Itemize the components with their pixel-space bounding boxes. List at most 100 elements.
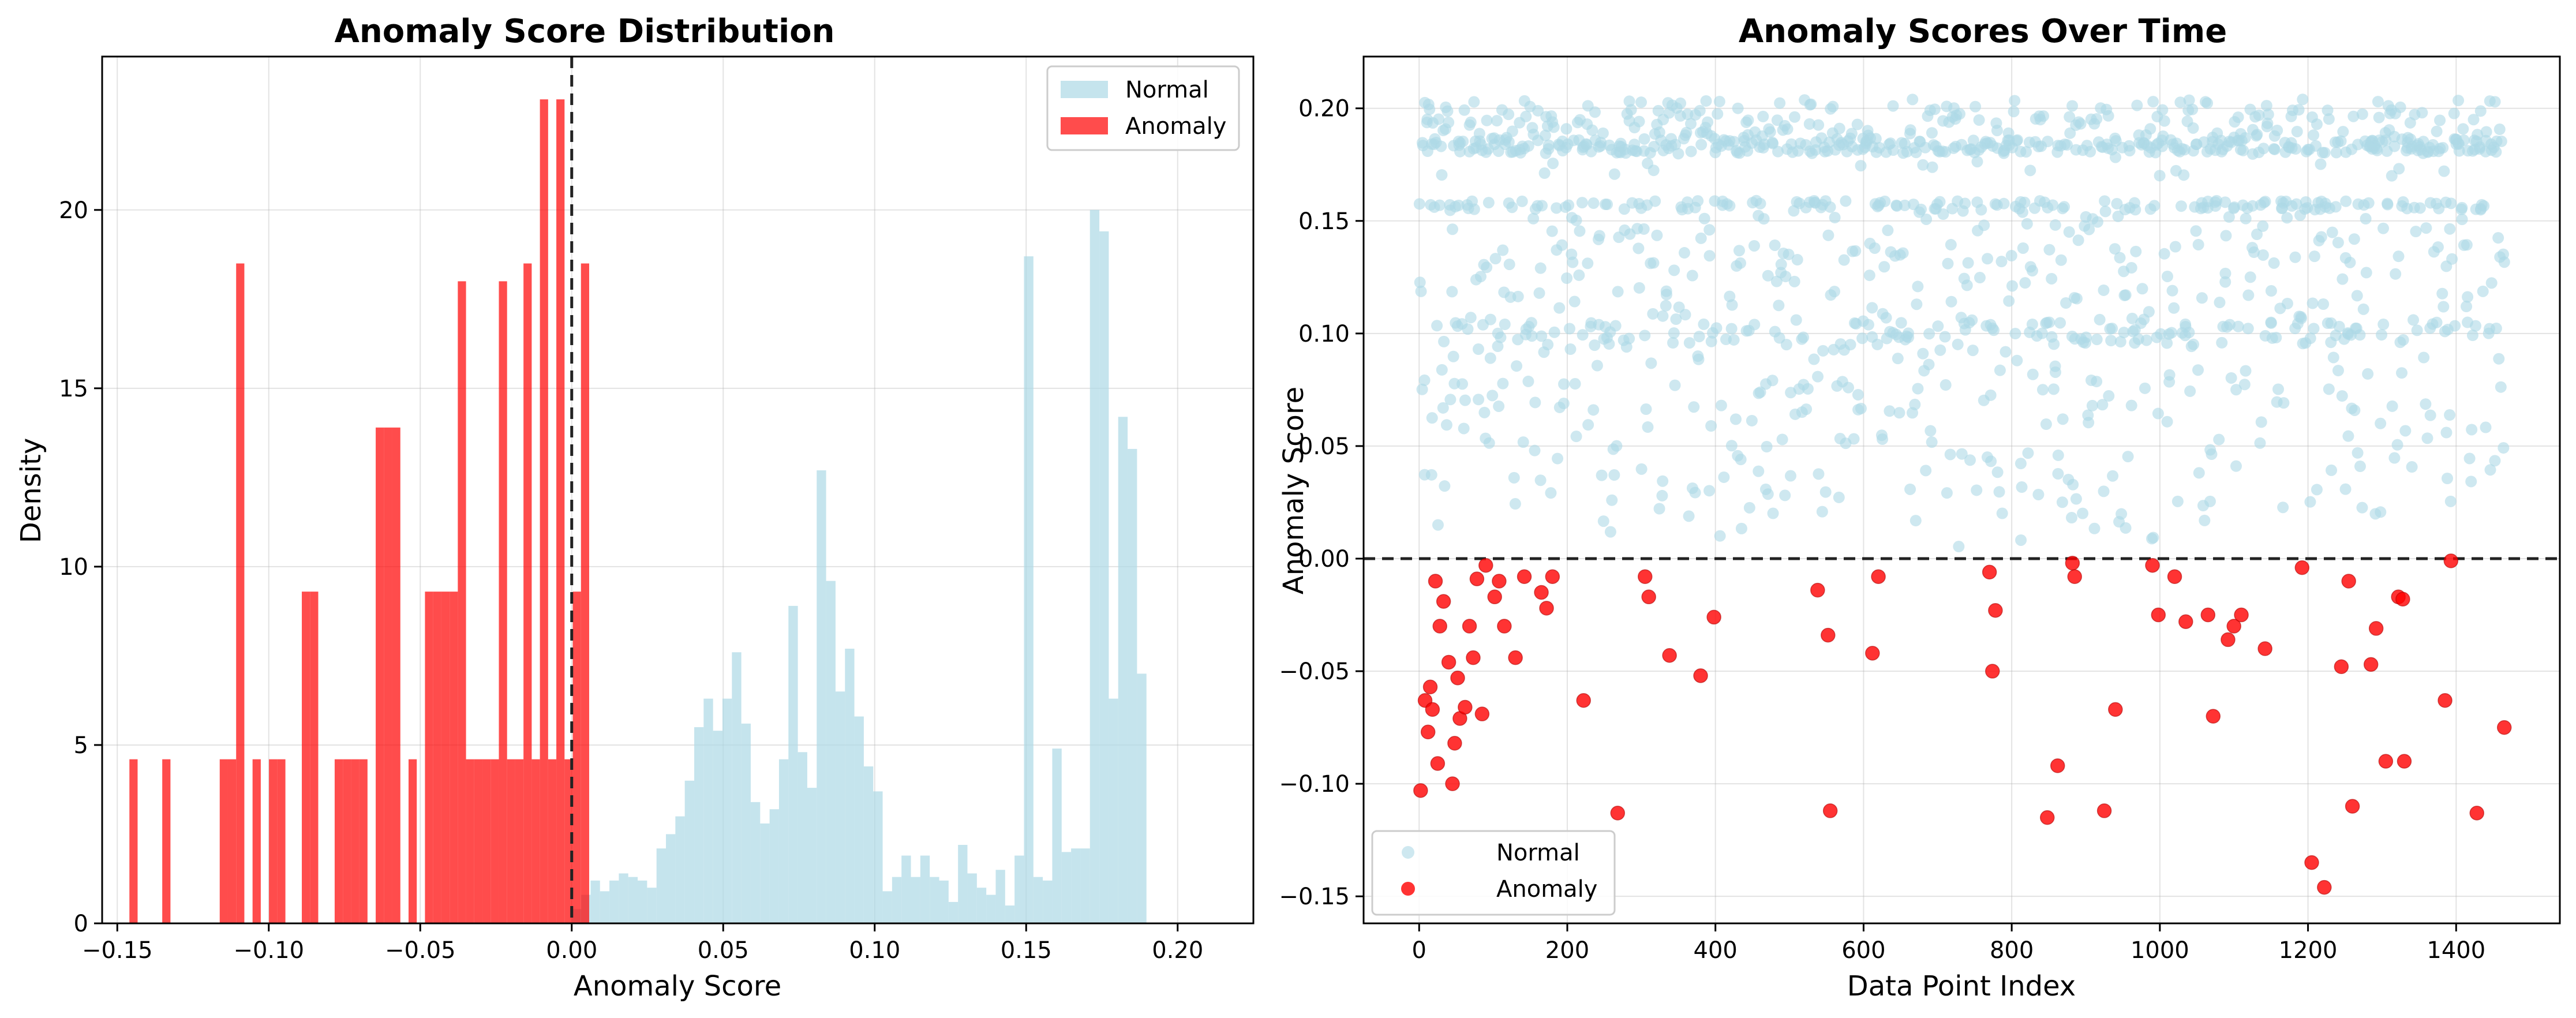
- scatter-normal-point: [1944, 448, 1956, 461]
- scatter-normal-point: [2434, 114, 2446, 126]
- scatter-normal-point: [2225, 372, 2237, 384]
- scatter-normal-point: [1849, 245, 1862, 257]
- scatter-normal-point: [2461, 301, 2473, 313]
- scatter-anomaly-point: [2257, 641, 2272, 656]
- scatter-normal-point: [2440, 426, 2453, 439]
- scatter-normal-point: [1769, 239, 1781, 251]
- scatter-anomaly-point: [2151, 607, 2166, 623]
- scatter-normal-point: [1591, 360, 1603, 372]
- scatter-normal-point: [1633, 242, 1645, 254]
- scatter-normal-point: [2148, 200, 2161, 212]
- scatter-normal-point: [2178, 144, 2191, 156]
- scatter-normal-point: [1625, 104, 1637, 116]
- scatter-normal-point: [1934, 196, 1946, 208]
- scatter-normal-point: [2186, 103, 2199, 115]
- scatter-normal-point: [1618, 203, 1630, 215]
- scatter-normal-point: [2201, 97, 2214, 109]
- scatter-anomaly-point: [1447, 736, 1462, 751]
- scatter-normal-point: [2105, 335, 2117, 347]
- scatter-normal-point: [2339, 483, 2352, 495]
- scatter-normal-point: [1542, 143, 1555, 155]
- scatter-anomaly-point: [2496, 720, 2512, 735]
- histogram-y-axis-label: Density: [15, 438, 47, 543]
- histogram-anomaly-bar: [269, 759, 278, 923]
- scatter-normal-point: [2326, 226, 2338, 238]
- scatter-normal-point: [1819, 486, 1832, 498]
- scatter-normal-point: [1725, 440, 1738, 452]
- scatter-normal-point: [1635, 463, 1648, 475]
- scatter-normal-point: [2371, 144, 2383, 156]
- histogram-anomaly-bar: [351, 759, 360, 923]
- scatter-normal-point: [2421, 432, 2433, 444]
- scatter-normal-point: [1416, 383, 1428, 395]
- scatter-normal-point: [2067, 478, 2079, 491]
- scatter-normal-point: [2311, 484, 2323, 496]
- scatter-normal-point: [1577, 329, 1589, 341]
- scatter-normal-point: [2437, 142, 2449, 154]
- scatter-normal-point: [1558, 378, 1570, 390]
- scatter-normal-point: [2161, 270, 2173, 282]
- scatter-normal-point: [1909, 515, 1922, 527]
- scatter-normal-point: [2489, 455, 2501, 467]
- scatter-normal-point: [2011, 134, 2023, 146]
- histogram-x-tick-label: 0.05: [698, 937, 749, 964]
- scatter-normal-point: [1651, 229, 1663, 241]
- scatter-normal-point: [1692, 195, 1704, 207]
- histogram-anomaly-bar: [556, 99, 565, 924]
- scatter-normal-point: [1907, 93, 1919, 106]
- scatter-normal-point: [1788, 275, 1800, 287]
- scatter-normal-point: [1506, 125, 1518, 137]
- histogram-normal-bar: [750, 802, 761, 923]
- scatter-normal-point: [1415, 285, 1427, 297]
- scatter-anomaly-point: [2226, 619, 2241, 634]
- scatter-anomaly-point: [1450, 671, 1465, 686]
- scatter-normal-point: [1879, 195, 1891, 207]
- histogram-title: Anomaly Score Distribution: [335, 13, 835, 50]
- scatter-normal-point: [2125, 261, 2137, 274]
- scatter-normal-point: [2220, 230, 2232, 242]
- histogram-anomaly-bar: [359, 759, 368, 923]
- scatter-normal-point: [2262, 117, 2274, 129]
- scatter-normal-point: [1805, 98, 1817, 110]
- scatter-normal-point: [1735, 522, 1747, 534]
- scatter-normal-point: [2323, 383, 2335, 395]
- scatter-normal-point: [2493, 123, 2506, 136]
- scatter-normal-point: [1772, 145, 1784, 158]
- scatter-anomaly-point: [1462, 619, 1477, 634]
- scatter-normal-point: [2289, 251, 2301, 263]
- scatter-normal-point: [2492, 232, 2504, 244]
- scatter-y-ticks: −0.15 −0.10 −0.05 0.00 0.05 0.10 0.15 0.20: [1279, 96, 1364, 910]
- scatter-normal-point: [1897, 247, 1909, 259]
- scatter-anomaly-point: [1865, 646, 1880, 661]
- scatter-anomaly-point: [1478, 557, 1493, 573]
- scatter-normal-point: [1633, 282, 1645, 294]
- scatter-normal-point: [1967, 345, 1979, 357]
- scatter-normal-point: [1813, 468, 1825, 480]
- scatter-normal-point: [2445, 197, 2457, 209]
- scatter-normal-point: [1623, 95, 1635, 107]
- scatter-normal-point: [1903, 331, 1915, 343]
- scatter-normal-point: [2333, 320, 2345, 332]
- scatter-normal-point: [2406, 461, 2418, 473]
- scatter-normal-point: [1774, 97, 1786, 109]
- scatter-normal-point: [2040, 418, 2052, 431]
- histogram-normal-bar: [976, 888, 987, 923]
- scatter-normal-point: [1698, 318, 1710, 330]
- scatter-normal-point: [2485, 277, 2498, 289]
- scatter-normal-point: [1645, 357, 1657, 369]
- scatter-normal-point: [2006, 280, 2018, 292]
- scatter-normal-point: [1660, 300, 1672, 312]
- scatter-normal-point: [2016, 206, 2028, 218]
- scatter-normal-point: [1852, 388, 1864, 401]
- scatter-normal-point: [1497, 377, 1509, 390]
- scatter-normal-point: [1506, 201, 1518, 214]
- scatter-normal-point: [2192, 364, 2204, 376]
- scatter-title: Anomaly Scores Over Time: [1739, 13, 2227, 50]
- scatter-normal-point: [1725, 323, 1738, 335]
- scatter-anomaly-point: [2469, 806, 2484, 821]
- scatter-anomaly-point: [1432, 619, 1447, 634]
- scatter-anomaly-point: [1430, 756, 1446, 771]
- scatter-normal-point: [1609, 320, 1622, 332]
- histogram-normal-bar: [958, 845, 968, 923]
- scatter-normal-point: [1642, 421, 1654, 433]
